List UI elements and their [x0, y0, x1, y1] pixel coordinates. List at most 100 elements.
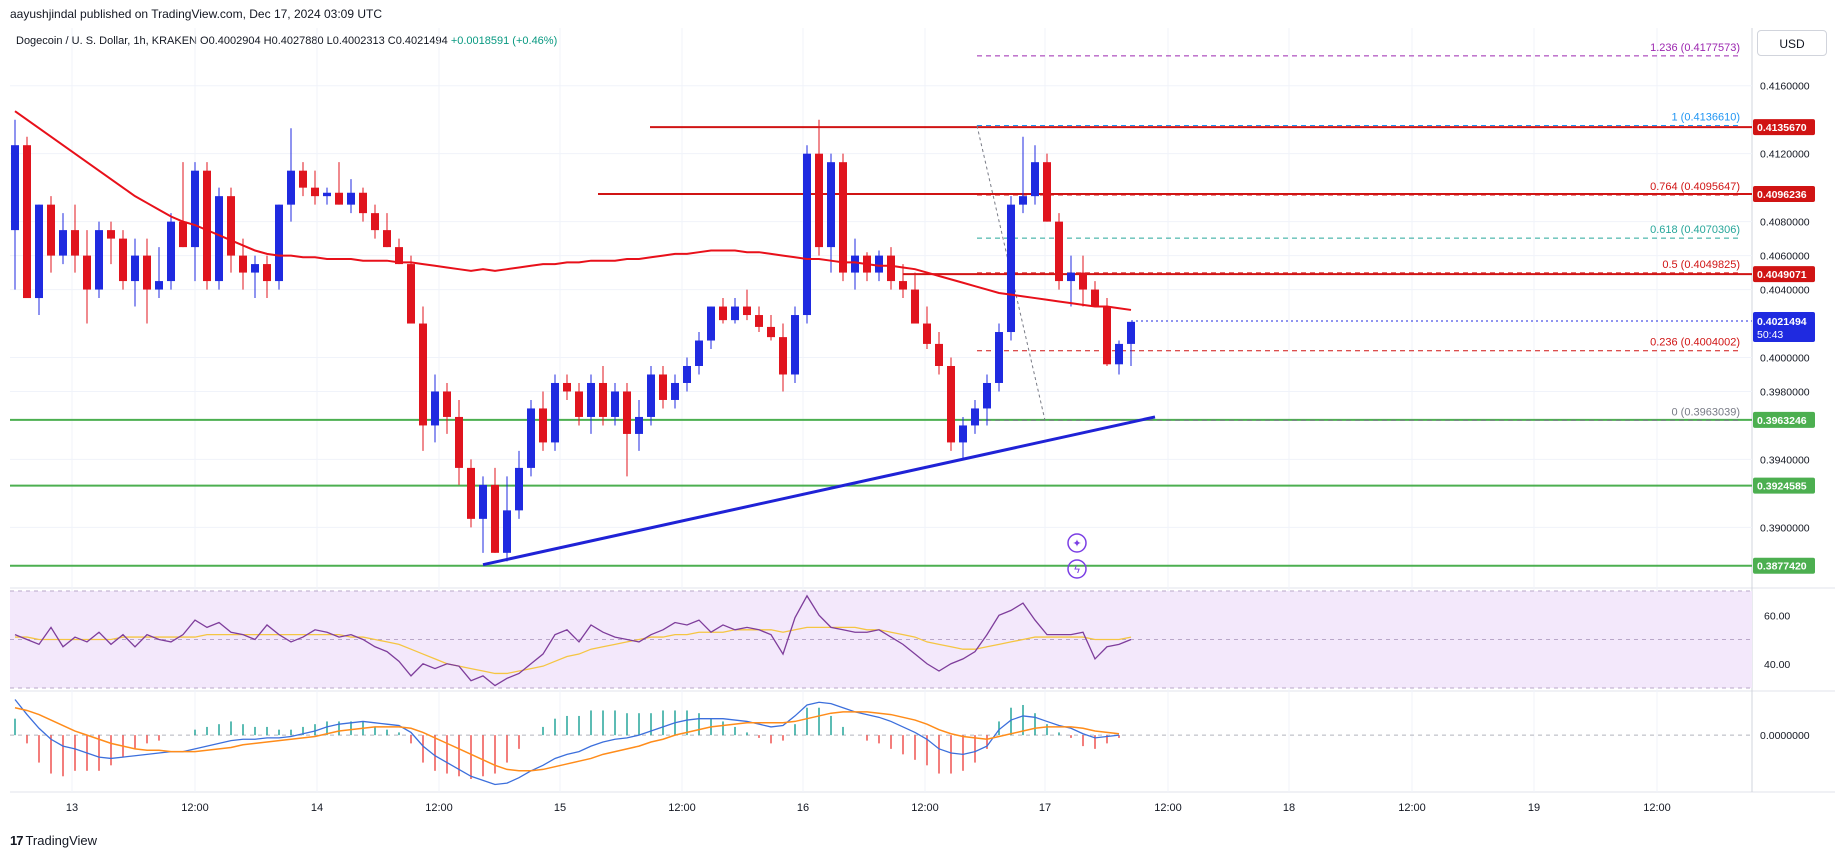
- candle-body: [419, 323, 427, 426]
- candle-body: [503, 510, 511, 553]
- candle-body: [551, 382, 559, 443]
- x-tick-label: 17: [1039, 802, 1051, 814]
- moving-average-line: [14, 110, 1132, 311]
- candle-body: [695, 340, 703, 366]
- symbol-info: Dogecoin / U. S. Dollar, 1h, KRAKEN O0.4…: [16, 35, 557, 47]
- candle-body: [239, 255, 247, 273]
- candle-body: [875, 255, 883, 273]
- candle-body: [167, 221, 175, 282]
- candle-body: [35, 204, 43, 299]
- grid-layer: [10, 28, 1835, 793]
- rsi-ma-line: [15, 626, 1132, 675]
- candle-body: [647, 374, 655, 417]
- candle-body: [635, 416, 643, 434]
- candle-body: [383, 230, 391, 248]
- candle-body: [119, 238, 127, 282]
- rsi-tick-label: 40.00: [1764, 659, 1790, 671]
- rsi-tick-label: 60.00: [1764, 610, 1790, 622]
- y-tick-label: 0.3900000: [1760, 522, 1810, 534]
- candle-body: [59, 230, 67, 256]
- symbol-name: Dogecoin / U. S. Dollar, 1h, KRAKEN: [16, 35, 197, 47]
- horizontal-levels: 0.4135670 0.4096236 0.4049071 0.3963246 0.39…: [10, 119, 1815, 574]
- candle-body: [671, 382, 679, 400]
- candle-body: [659, 374, 667, 400]
- level-price-badge: [1753, 186, 1815, 203]
- x-tick-label: 12:00: [181, 802, 209, 814]
- x-tick-label: 12:00: [1398, 802, 1426, 814]
- candle-body: [1115, 343, 1123, 365]
- y-tick-label: 0.4080000: [1760, 217, 1810, 229]
- x-tick-label: 14: [311, 802, 323, 814]
- candle-body: [1103, 306, 1111, 365]
- tradingview-logo[interactable]: 17 TradingView: [10, 833, 97, 848]
- x-tick-label: 16: [797, 802, 809, 814]
- candle-body: [719, 306, 727, 321]
- candle-body: [899, 281, 907, 290]
- candle-body: [851, 255, 859, 273]
- level-price-label: 0.4096236: [1757, 189, 1807, 201]
- candle-body: [203, 170, 211, 282]
- level-price-badge: [1753, 266, 1815, 283]
- fib-level-label: 1.236 (0.4177573): [1650, 42, 1740, 54]
- candle-body: [467, 467, 475, 519]
- candle-body: [959, 425, 967, 443]
- candle-body: [443, 391, 451, 417]
- y-tick-label: 0.3940000: [1760, 454, 1810, 466]
- level-price-label: 0.4049071: [1757, 269, 1807, 281]
- y-tick-label: 0.4160000: [1760, 81, 1810, 93]
- candle-body: [587, 382, 595, 417]
- ohlc-values: O0.4002904 H0.4027880 L0.4002313 C0.4021…: [200, 35, 448, 47]
- level-price-label: 0.3877420: [1757, 561, 1807, 573]
- candle-body: [995, 332, 1003, 383]
- candle-body: [431, 391, 439, 426]
- candle-body: [1091, 289, 1099, 307]
- publisher-header: aayushjindal published on TradingView.co…: [10, 7, 383, 21]
- candle-body: [623, 391, 631, 434]
- candle-body: [887, 255, 895, 282]
- candle-body: [1007, 204, 1015, 333]
- level-price-badge: [1753, 557, 1815, 574]
- fib-level-label: 0.236 (0.4004002): [1650, 337, 1740, 349]
- sparkle-icon: [1067, 533, 1087, 553]
- candle-body: [779, 337, 787, 375]
- y-tick-label: 0.4000000: [1760, 353, 1810, 365]
- lightning-icon: [1067, 559, 1087, 579]
- candle-body: [575, 391, 583, 417]
- candle-body: [815, 153, 823, 248]
- candle-body: [299, 170, 307, 188]
- candle-body: [83, 255, 91, 290]
- price-change: +0.0018591 (+0.46%): [450, 35, 558, 47]
- x-tick-label: 12:00: [1643, 802, 1671, 814]
- countdown-label: 50:43: [1757, 329, 1783, 341]
- candle-body: [1043, 162, 1051, 222]
- candle-body: [359, 192, 367, 214]
- fib-level-label: 1 (0.4136610): [1672, 111, 1741, 123]
- candle-body: [251, 264, 259, 273]
- tradingview-logo-text: TradingView: [25, 833, 98, 848]
- x-tick-label: 15: [554, 802, 566, 814]
- candle-body: [47, 204, 55, 256]
- candle-body: [371, 213, 379, 231]
- candle-body: [395, 247, 403, 265]
- candle-body: [131, 255, 139, 282]
- candle-body: [491, 484, 499, 553]
- candle-body: [143, 255, 151, 290]
- lightning-icon-glyph: ϟ: [1074, 564, 1080, 576]
- candles: [11, 119, 1135, 562]
- candle-body: [1067, 272, 1075, 282]
- candle-body: [707, 306, 715, 341]
- candle-body: [539, 408, 547, 443]
- macd-line: [14, 699, 1120, 786]
- candle-body: [527, 408, 535, 468]
- candle-body: [311, 187, 319, 197]
- macd-tick-label: 0.0000000: [1760, 730, 1810, 742]
- candle-body: [683, 365, 691, 383]
- candle-body: [263, 264, 271, 282]
- candle-body: [839, 162, 847, 273]
- level-price-badge: [1753, 477, 1815, 494]
- currency-button[interactable]: USD: [1757, 30, 1827, 56]
- candle-body: [923, 323, 931, 344]
- fib-level-label: 0 (0.3963039): [1672, 406, 1741, 418]
- candle-body: [743, 306, 751, 316]
